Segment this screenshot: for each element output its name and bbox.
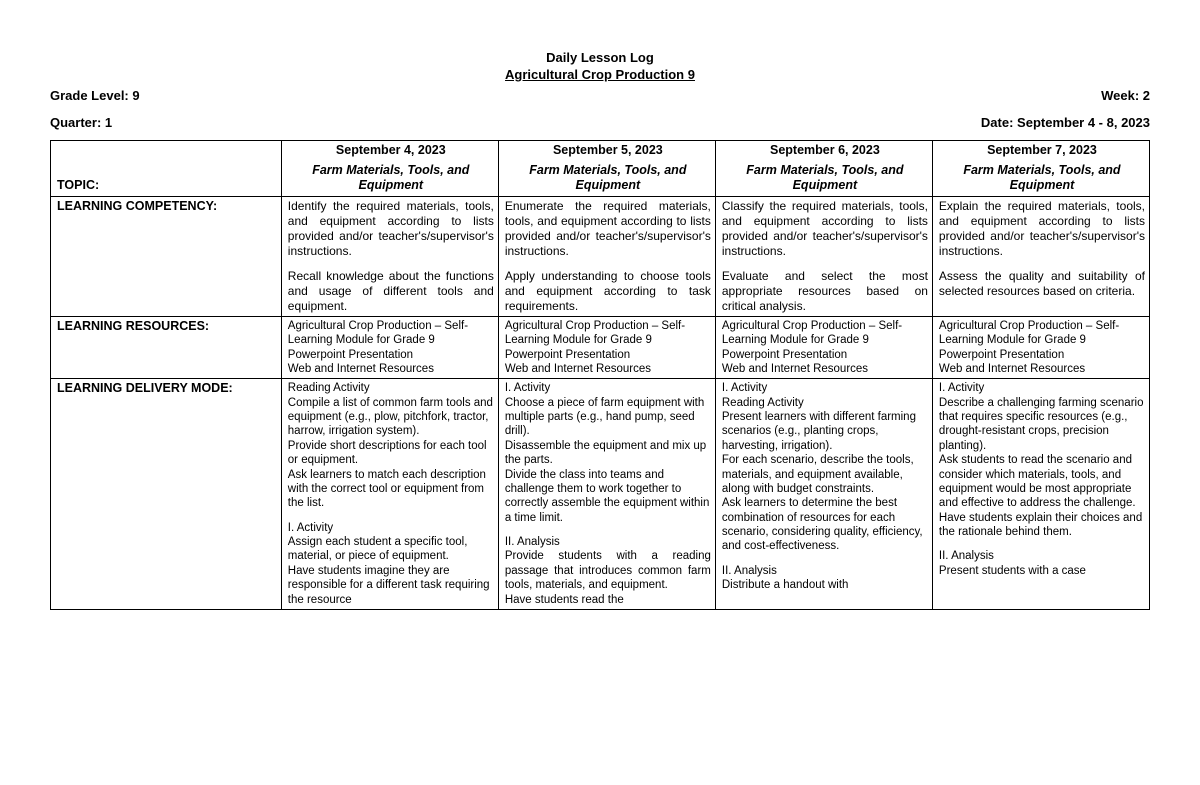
delivery-row-label: LEARNING DELIVERY MODE: (51, 379, 282, 610)
delivery-text: I. Activity (939, 381, 1145, 395)
table-row: TOPIC: September 4, 2023 September 5, 20… (51, 140, 1150, 160)
competency-text: Identify the required materials, tools, … (288, 199, 494, 259)
delivery-cell: I. Activity Choose a piece of farm equip… (498, 379, 715, 610)
delivery-cell: I. Activity Describe a challenging farmi… (932, 379, 1149, 610)
competency-cell: Explain the required materials, tools, a… (932, 196, 1149, 316)
resources-cell: Agricultural Crop Production – Self-Lear… (281, 316, 498, 379)
delivery-text: II. Analysis (939, 549, 1145, 563)
delivery-cell: I. Activity Reading Activity Present lea… (715, 379, 932, 610)
delivery-text: Choose a piece of farm equipment with mu… (505, 396, 711, 439)
competency-text: Assess the quality and suitability of se… (939, 269, 1145, 299)
delivery-text: Distribute a handout with (722, 578, 928, 592)
resource-text: Powerpoint Presentation (505, 348, 711, 362)
delivery-text: Assign each student a specific tool, mat… (288, 535, 494, 564)
competency-cell: Classify the required materials, tools, … (715, 196, 932, 316)
resource-text: Agricultural Crop Production – Self-Lear… (939, 319, 1145, 348)
week-label: Week: 2 (1101, 88, 1150, 103)
resource-text: Agricultural Crop Production – Self-Lear… (288, 319, 494, 348)
resources-row-label: LEARNING RESOURCES: (51, 316, 282, 379)
document-subtitle: Agricultural Crop Production 9 (50, 67, 1150, 82)
day-topic: Farm Materials, Tools, and Equipment (715, 161, 932, 197)
delivery-text: Compile a list of common farm tools and … (288, 396, 494, 439)
competency-text: Recall knowledge about the functions and… (288, 269, 494, 314)
resource-text: Powerpoint Presentation (288, 348, 494, 362)
day-date: September 4, 2023 (281, 140, 498, 160)
table-row: LEARNING DELIVERY MODE: Reading Activity… (51, 379, 1150, 610)
delivery-text: Provide students with a reading passage … (505, 549, 711, 592)
competency-text: Classify the required materials, tools, … (722, 199, 928, 259)
day-date: September 7, 2023 (932, 140, 1149, 160)
grade-level-label: Grade Level: 9 (50, 88, 140, 103)
resources-cell: Agricultural Crop Production – Self-Lear… (498, 316, 715, 379)
delivery-text: Disassemble the equipment and mix up the… (505, 439, 711, 468)
competency-row-label: LEARNING COMPETENCY: (51, 196, 282, 316)
competency-cell: Identify the required materials, tools, … (281, 196, 498, 316)
lesson-table: TOPIC: September 4, 2023 September 5, 20… (50, 140, 1150, 610)
resource-text: Web and Internet Resources (505, 362, 711, 376)
competency-text: Apply understanding to choose tools and … (505, 269, 711, 314)
table-row: LEARNING RESOURCES: Agricultural Crop Pr… (51, 316, 1150, 379)
delivery-text: Provide short descriptions for each tool… (288, 439, 494, 468)
day-date: September 6, 2023 (715, 140, 932, 160)
competency-text: Explain the required materials, tools, a… (939, 199, 1145, 259)
resource-text: Web and Internet Resources (939, 362, 1145, 376)
delivery-text: For each scenario, describe the tools, m… (722, 453, 928, 496)
resource-text: Agricultural Crop Production – Self-Lear… (505, 319, 711, 348)
delivery-text: I. Activity (722, 381, 928, 395)
delivery-text: Have students read the (505, 593, 711, 607)
table-row: LEARNING COMPETENCY: Identify the requir… (51, 196, 1150, 316)
date-range-label: Date: September 4 - 8, 2023 (981, 115, 1150, 130)
competency-cell: Enumerate the required materials, tools,… (498, 196, 715, 316)
resources-cell: Agricultural Crop Production – Self-Lear… (932, 316, 1149, 379)
day-topic: Farm Materials, Tools, and Equipment (498, 161, 715, 197)
delivery-text: Describe a challenging farming scenario … (939, 396, 1145, 454)
delivery-cell: Reading Activity Compile a list of commo… (281, 379, 498, 610)
delivery-text: Ask learners to match each description w… (288, 468, 494, 511)
delivery-text: Reading Activity (722, 396, 928, 410)
competency-text: Evaluate and select the most appropriate… (722, 269, 928, 314)
delivery-text: Ask students to read the scenario and co… (939, 453, 1145, 511)
delivery-text: Divide the class into teams and challeng… (505, 468, 711, 526)
resource-text: Agricultural Crop Production – Self-Lear… (722, 319, 928, 348)
resource-text: Web and Internet Resources (288, 362, 494, 376)
delivery-text: Present students with a case (939, 564, 1145, 578)
quarter-label: Quarter: 1 (50, 115, 112, 130)
delivery-text: I. Activity (288, 521, 494, 535)
delivery-text: II. Analysis (722, 564, 928, 578)
document-title: Daily Lesson Log (50, 50, 1150, 67)
resource-text: Web and Internet Resources (722, 362, 928, 376)
delivery-text: I. Activity (505, 381, 711, 395)
delivery-text: Have students imagine they are responsib… (288, 564, 494, 607)
delivery-text: Ask learners to determine the best combi… (722, 496, 928, 554)
competency-text: Enumerate the required materials, tools,… (505, 199, 711, 259)
delivery-text: Have students explain their choices and … (939, 511, 1145, 540)
delivery-text: II. Analysis (505, 535, 711, 549)
day-topic: Farm Materials, Tools, and Equipment (281, 161, 498, 197)
day-date: September 5, 2023 (498, 140, 715, 160)
delivery-text: Reading Activity (288, 381, 494, 395)
resources-cell: Agricultural Crop Production – Self-Lear… (715, 316, 932, 379)
topic-row-label: TOPIC: (51, 140, 282, 196)
delivery-text: Present learners with different farming … (722, 410, 928, 453)
resource-text: Powerpoint Presentation (939, 348, 1145, 362)
resource-text: Powerpoint Presentation (722, 348, 928, 362)
day-topic: Farm Materials, Tools, and Equipment (932, 161, 1149, 197)
